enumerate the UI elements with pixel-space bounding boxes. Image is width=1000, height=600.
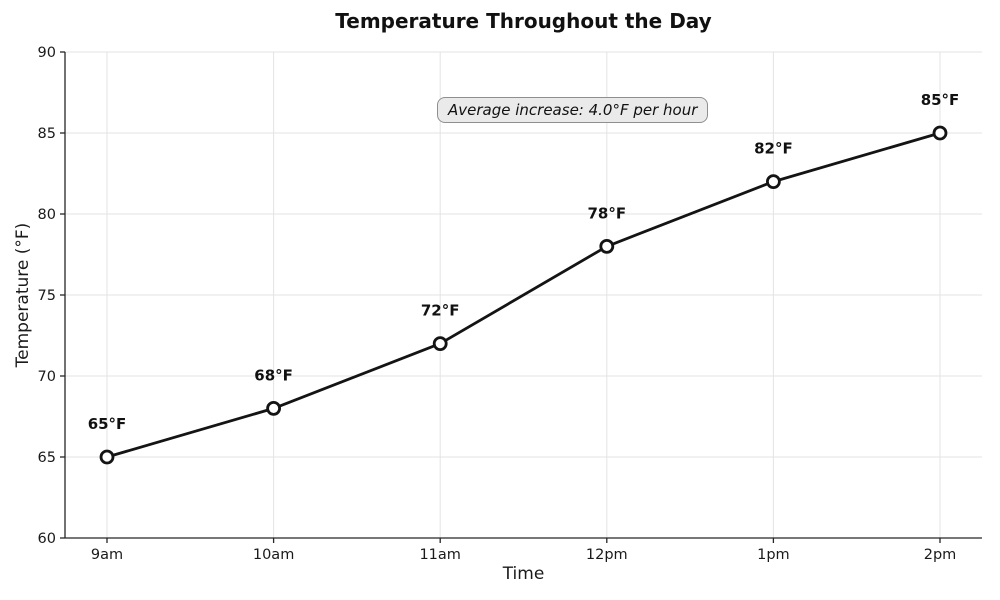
data-point-label: 78°F [587,204,626,222]
data-point-label: 85°F [921,91,960,109]
y-tick-label: 85 [38,126,56,142]
temperature-line [106,131,941,459]
x-tick-label: 12pm [586,547,628,563]
x-tick-label: 11am [419,547,460,563]
data-point-marker [432,336,448,352]
data-point-marker [266,400,282,416]
data-point-marker [599,238,615,254]
y-tick-label: 70 [38,369,56,385]
chart-title: Temperature Throughout the Day [335,9,712,33]
data-point-label: 82°F [754,140,793,158]
x-tick-label: 10am [253,547,294,563]
data-point-marker [766,174,781,190]
data-point-marker [99,449,115,465]
x-tick-label: 2pm [924,547,957,563]
y-tick-label: 65 [38,450,56,466]
data-point-marker [932,125,948,141]
y-tick-label: 75 [38,288,56,304]
y-tick-label: 60 [38,531,56,547]
x-axis-label: Time [502,564,545,584]
y-axis-label: Temperature (°F) [13,222,33,368]
annotation-box: Average increase: 4.0°F per hour [437,97,709,123]
x-tick-label: 9am [91,547,123,563]
y-tick-label: 80 [38,207,56,223]
y-tick-label: 90 [38,45,56,61]
data-point-label: 68°F [254,366,293,384]
data-point-label: 65°F [88,415,127,433]
x-tick-label: 1pm [757,547,790,563]
data-point-label: 72°F [421,302,460,320]
